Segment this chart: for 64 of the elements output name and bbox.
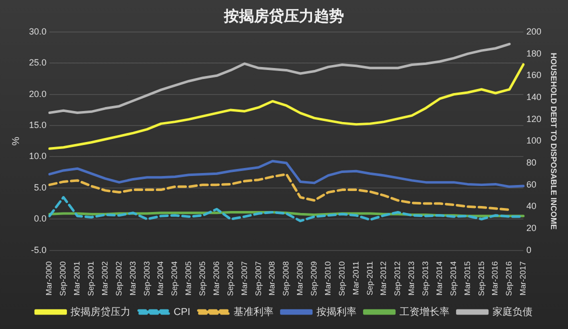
- y-tick-label: 0.0: [34, 214, 47, 224]
- x-tick-label: Mar-2010: [323, 260, 332, 296]
- x-tick-label: Sep-2014: [448, 260, 458, 296]
- x-tick-label: Sep-2010: [337, 260, 346, 296]
- legend-label: 家庭负债: [492, 306, 532, 318]
- y2-tick-label: 0: [526, 244, 532, 255]
- x-tick-label: Sep-2013: [421, 260, 430, 296]
- y-tick-label: -5.0: [31, 244, 47, 255]
- x-tick-label: Mar-2016: [490, 260, 500, 296]
- y2-tick-label: 200: [526, 26, 542, 36]
- x-tick-label: Sep-2000: [58, 260, 68, 296]
- y-tick-label: 25.0: [28, 58, 47, 68]
- legend-label: 按揭房贷压力: [70, 306, 131, 318]
- y2-tick-label: 40: [526, 201, 536, 212]
- x-tick-label: Mar-2002: [100, 260, 110, 296]
- y-tick-label: 20.0: [28, 88, 47, 99]
- y2-tick-label: 180: [526, 48, 542, 58]
- x-tick-label: Mar-2000: [44, 260, 54, 296]
- x-tick-label: Mar-2011: [351, 260, 360, 295]
- line-series: [48, 172, 511, 212]
- x-tick-label: Sep-2005: [198, 260, 208, 296]
- y2-tick-label: 100: [526, 136, 542, 146]
- y2-tick-label: 140: [526, 92, 542, 102]
- x-tick-label: Mar-2003: [128, 260, 138, 296]
- y2-tick-label: 60: [526, 179, 536, 190]
- x-tick-label: Mar-2007: [240, 260, 249, 296]
- x-tick-label: Mar-2017: [518, 260, 528, 296]
- y-tick-label: 15.0: [28, 120, 47, 130]
- y-tick-label: 5.0: [34, 182, 47, 192]
- y-tick-label: 10.0: [28, 151, 47, 162]
- legend-label: CPI: [174, 306, 190, 318]
- x-tick-label: Mar-2008: [268, 260, 277, 296]
- legend-label: 按揭利率: [316, 306, 356, 318]
- x-tick-label: Sep-2007: [254, 260, 263, 296]
- x-tick-label: Sep-2012: [393, 260, 402, 296]
- y-axis-title: %: [10, 136, 22, 146]
- x-tick-label: Sep-2001: [86, 260, 96, 296]
- y2-tick-label: 80: [526, 157, 536, 168]
- x-tick-label: Mar-2004: [156, 260, 166, 296]
- x-tick-label: Mar-2009: [296, 260, 305, 296]
- legend-label: 工资增长率: [399, 306, 450, 318]
- legend-label: 基准利率: [233, 306, 274, 318]
- x-tick-label: Sep-2015: [476, 260, 486, 296]
- x-tick-label: Mar-2005: [184, 260, 194, 296]
- y2-axis-title: HOUSEHOLD DEBT TO DISPOSABLE INCOME: [548, 52, 558, 230]
- y-tick-label: 30.0: [28, 26, 47, 36]
- y2-tick-label: 20: [526, 222, 536, 233]
- x-tick-label: Mar-2013: [407, 260, 416, 296]
- y2-tick-label: 120: [526, 114, 542, 124]
- x-tick-label: Mar-2014: [434, 260, 444, 296]
- x-tick-label: Mar-2001: [72, 260, 82, 296]
- chart-title: 按揭房贷压力趋势: [223, 7, 344, 26]
- x-tick-label: Sep-2008: [282, 260, 291, 296]
- x-tick-label: Sep-2003: [142, 260, 152, 296]
- x-tick-label: Sep-2004: [170, 260, 180, 296]
- x-tick-label: Sep-2002: [114, 260, 124, 296]
- x-tick-label: Sep-2011: [365, 260, 374, 296]
- x-tick-label: Mar-2006: [212, 260, 221, 296]
- x-tick-label: Mar-2015: [462, 260, 472, 296]
- x-tick-label: Sep-2016: [504, 260, 514, 296]
- x-tick-label: Mar-2012: [379, 260, 388, 296]
- x-tick-label: Sep-2009: [310, 260, 319, 296]
- x-tick-label: Sep-2006: [226, 260, 235, 296]
- y2-tick-label: 160: [526, 70, 542, 80]
